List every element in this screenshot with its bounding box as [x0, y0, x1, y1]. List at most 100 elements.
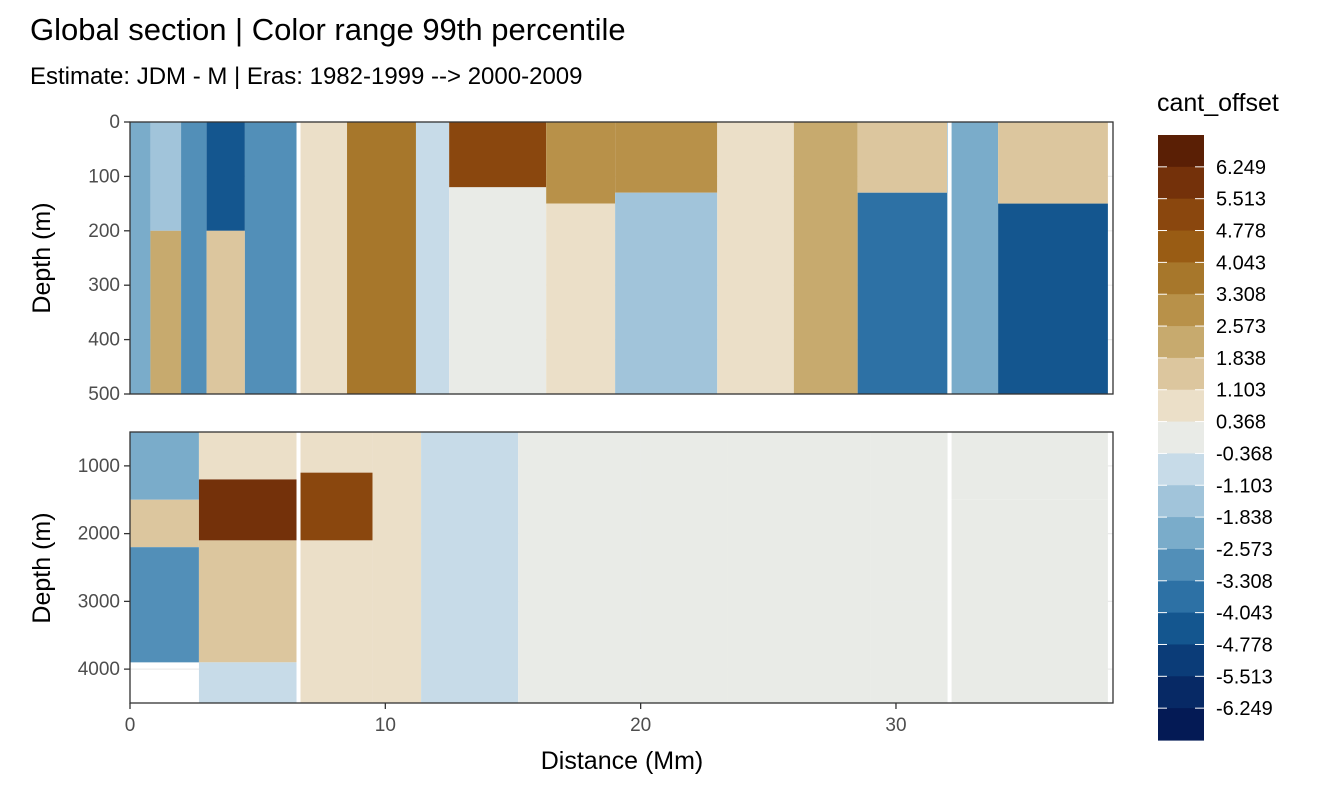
- legend-swatch: [1158, 357, 1204, 391]
- legend-swatch: [1158, 166, 1204, 200]
- x-axis-title: Distance (Mm): [541, 747, 704, 775]
- data-cell: [857, 122, 948, 193]
- data-cell: [727, 432, 871, 703]
- legend-label: -1.103: [1216, 475, 1273, 497]
- legend-swatch: [1158, 644, 1204, 677]
- legend-swatch: [1158, 708, 1204, 741]
- legend-label: 1.838: [1216, 348, 1266, 370]
- legend-swatch: [1158, 326, 1204, 359]
- data-cell: [130, 547, 199, 663]
- legend-label: 1.103: [1216, 380, 1266, 402]
- legend-swatch: [1158, 230, 1204, 263]
- data-cell: [947, 122, 999, 394]
- data-cell: [518, 432, 641, 703]
- legend-label: -4.778: [1216, 634, 1273, 656]
- data-cell: [449, 187, 547, 394]
- y-tick-label: 2000: [78, 524, 120, 545]
- data-cell: [130, 122, 151, 394]
- y-tick-label: 300: [88, 275, 120, 296]
- legend-swatch: [1158, 676, 1204, 709]
- data-cell: [372, 432, 422, 703]
- data-cell: [298, 122, 348, 394]
- y-axis-title-upper: Depth (m): [28, 202, 56, 313]
- data-cell: [150, 122, 182, 231]
- data-cell: [615, 122, 718, 193]
- data-cell: [206, 122, 245, 231]
- data-cell: [198, 432, 299, 480]
- legend-label: 5.513: [1216, 189, 1266, 211]
- data-cell: [415, 122, 450, 394]
- y-axis-title-lower: Depth (m): [28, 512, 56, 623]
- data-cell: [640, 432, 728, 703]
- legend-swatch: [1158, 548, 1204, 582]
- x-tick-label: 0: [125, 715, 136, 736]
- legend-swatch: [1158, 262, 1204, 295]
- legend: cant_offset 6.249 5.513 4.778 4.043 3.308 2.5…: [1157, 89, 1279, 741]
- x-tick-label: 10: [375, 715, 396, 736]
- legend-swatch: [1158, 580, 1204, 614]
- data-cell: [298, 432, 373, 473]
- legend-label: -2.573: [1216, 539, 1273, 561]
- legend-swatch: [1158, 517, 1204, 550]
- y-tick-label: 100: [88, 166, 120, 187]
- data-cell: [793, 122, 858, 394]
- x-tick-label: 20: [630, 715, 651, 736]
- legend-swatch: [1158, 198, 1204, 232]
- data-cell: [449, 122, 547, 188]
- data-cell: [198, 662, 299, 703]
- data-cell: [421, 432, 519, 703]
- data-cell: [347, 122, 416, 394]
- legend-label: 4.778: [1216, 221, 1266, 243]
- chart-subtitle: Estimate: JDM - M | Eras: 1982-1999 --> …: [30, 63, 582, 90]
- legend-label: -3.308: [1216, 571, 1273, 593]
- panel-upper: 0 100 200 300 400 500: [88, 112, 1114, 405]
- data-gap: [296, 432, 301, 703]
- legend-title: cant_offset: [1157, 89, 1279, 117]
- data-cell: [150, 230, 182, 394]
- data-cell: [298, 472, 373, 541]
- panel-lower: 1000 2000 3000 4000: [78, 431, 1114, 704]
- legend-swatch: [1158, 421, 1204, 455]
- data-cell: [181, 122, 207, 394]
- panel-border: [129, 121, 1114, 395]
- y-tick-label: 1000: [78, 456, 120, 477]
- y-tick-label: 4000: [78, 659, 120, 680]
- data-cell: [998, 203, 1108, 394]
- legend-swatch: [1158, 135, 1204, 168]
- y-tick-label: 200: [88, 221, 120, 242]
- data-cell: [717, 122, 794, 394]
- data-cell: [244, 122, 299, 394]
- data-gap: [947, 432, 952, 703]
- legend-label: 3.308: [1216, 284, 1266, 306]
- chart-title: Global section | Color range 99th percen…: [30, 12, 626, 47]
- data-gap: [296, 122, 301, 394]
- legend-swatch: [1158, 612, 1204, 646]
- y-tick-label: 500: [88, 384, 120, 405]
- data-cell: [998, 122, 1108, 204]
- data-cell: [298, 540, 373, 703]
- y-tick-label: 400: [88, 330, 120, 351]
- data-cell: [870, 601, 948, 703]
- data-cell: [206, 230, 245, 394]
- legend-label: -1.838: [1216, 507, 1273, 529]
- data-gap: [947, 122, 952, 394]
- legend-label: -4.043: [1216, 603, 1273, 625]
- panel-border: [129, 431, 1114, 704]
- legend-swatch: [1158, 485, 1204, 518]
- x-axis: 0 10 20 30: [125, 703, 907, 736]
- data-cell: [198, 540, 299, 663]
- data-cell: [870, 432, 948, 602]
- data-cell: [546, 122, 616, 204]
- data-cell: [130, 432, 199, 500]
- data-cell: [947, 432, 1108, 500]
- legend-swatch: [1158, 294, 1204, 327]
- x-tick-label: 30: [885, 715, 906, 736]
- y-tick-label: 3000: [78, 591, 120, 612]
- data-cell: [615, 192, 718, 394]
- data-cell: [198, 479, 299, 541]
- legend-label: -5.513: [1216, 666, 1273, 688]
- legend-swatch: [1158, 453, 1204, 486]
- data-cell: [546, 203, 616, 394]
